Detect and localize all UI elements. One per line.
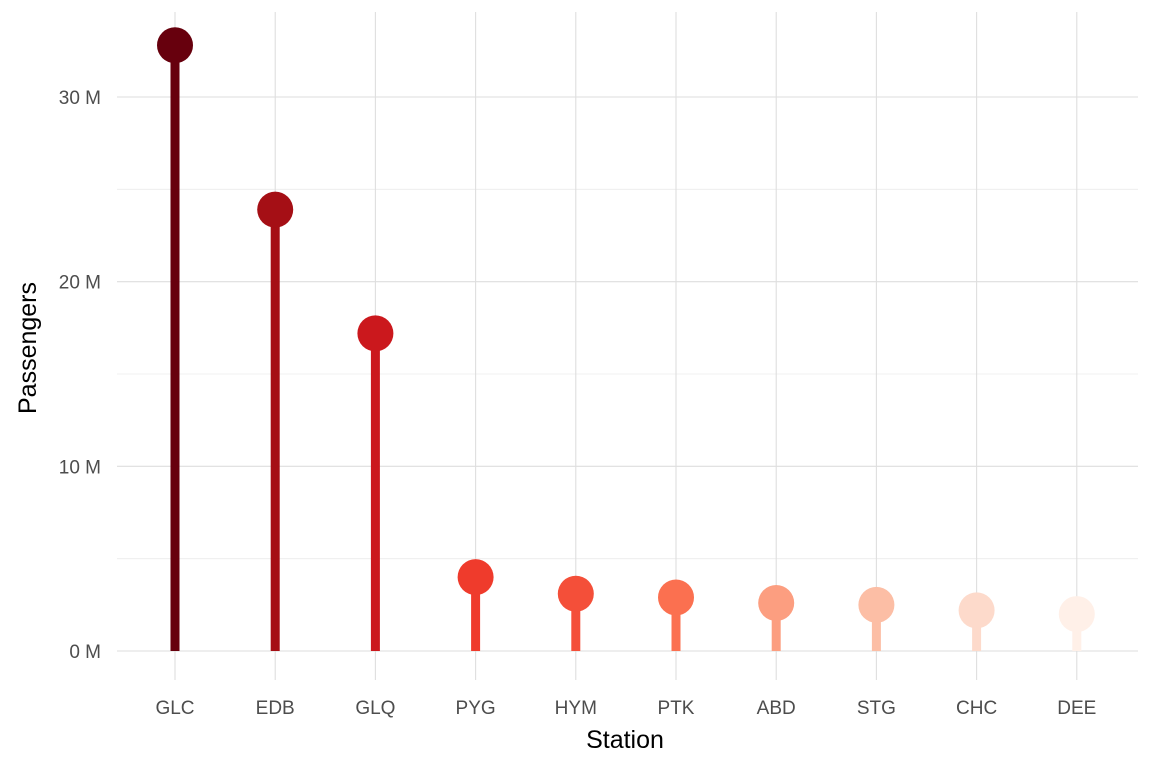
x-tick-label: EDB — [256, 698, 295, 719]
x-tick-label: ABD — [757, 698, 796, 719]
x-tick-label: HYM — [555, 698, 597, 719]
x-tick-label: CHC — [956, 698, 997, 719]
y-axis-tick-labels: 0 M 10 M 20 M 30 M — [59, 88, 101, 663]
x-tick-label: DEE — [1057, 698, 1096, 719]
lollipop-point — [357, 315, 394, 352]
lollipop-marks — [157, 27, 1095, 651]
x-tick-label: PYG — [456, 698, 496, 719]
lollipop-point — [1058, 596, 1095, 633]
lollipop-point — [257, 191, 294, 228]
x-tick-label: GLC — [155, 698, 194, 719]
y-tick-label: 30 M — [59, 88, 101, 109]
y-tick-label: 20 M — [59, 273, 101, 294]
y-tick-label: 0 M — [69, 642, 101, 663]
grid-lines — [117, 12, 1138, 680]
lollipop-point — [958, 592, 995, 629]
lollipop-point — [658, 579, 694, 616]
x-tick-label: PTK — [658, 698, 695, 719]
x-axis-title: Station — [586, 726, 664, 754]
lollipop-point — [557, 575, 594, 612]
y-axis-title: Passengers — [14, 282, 42, 414]
x-tick-label: GLQ — [355, 698, 395, 719]
lollipop-point — [157, 27, 193, 64]
x-axis-tick-labels: GLC EDB GLQ PYG HYM PTK ABD STG CHC DEE — [155, 698, 1096, 719]
x-tick-label: STG — [857, 698, 896, 719]
lollipop-point — [457, 559, 494, 596]
lollipop-point — [758, 584, 795, 621]
y-tick-label: 10 M — [59, 457, 101, 478]
lollipop-point — [858, 586, 895, 623]
